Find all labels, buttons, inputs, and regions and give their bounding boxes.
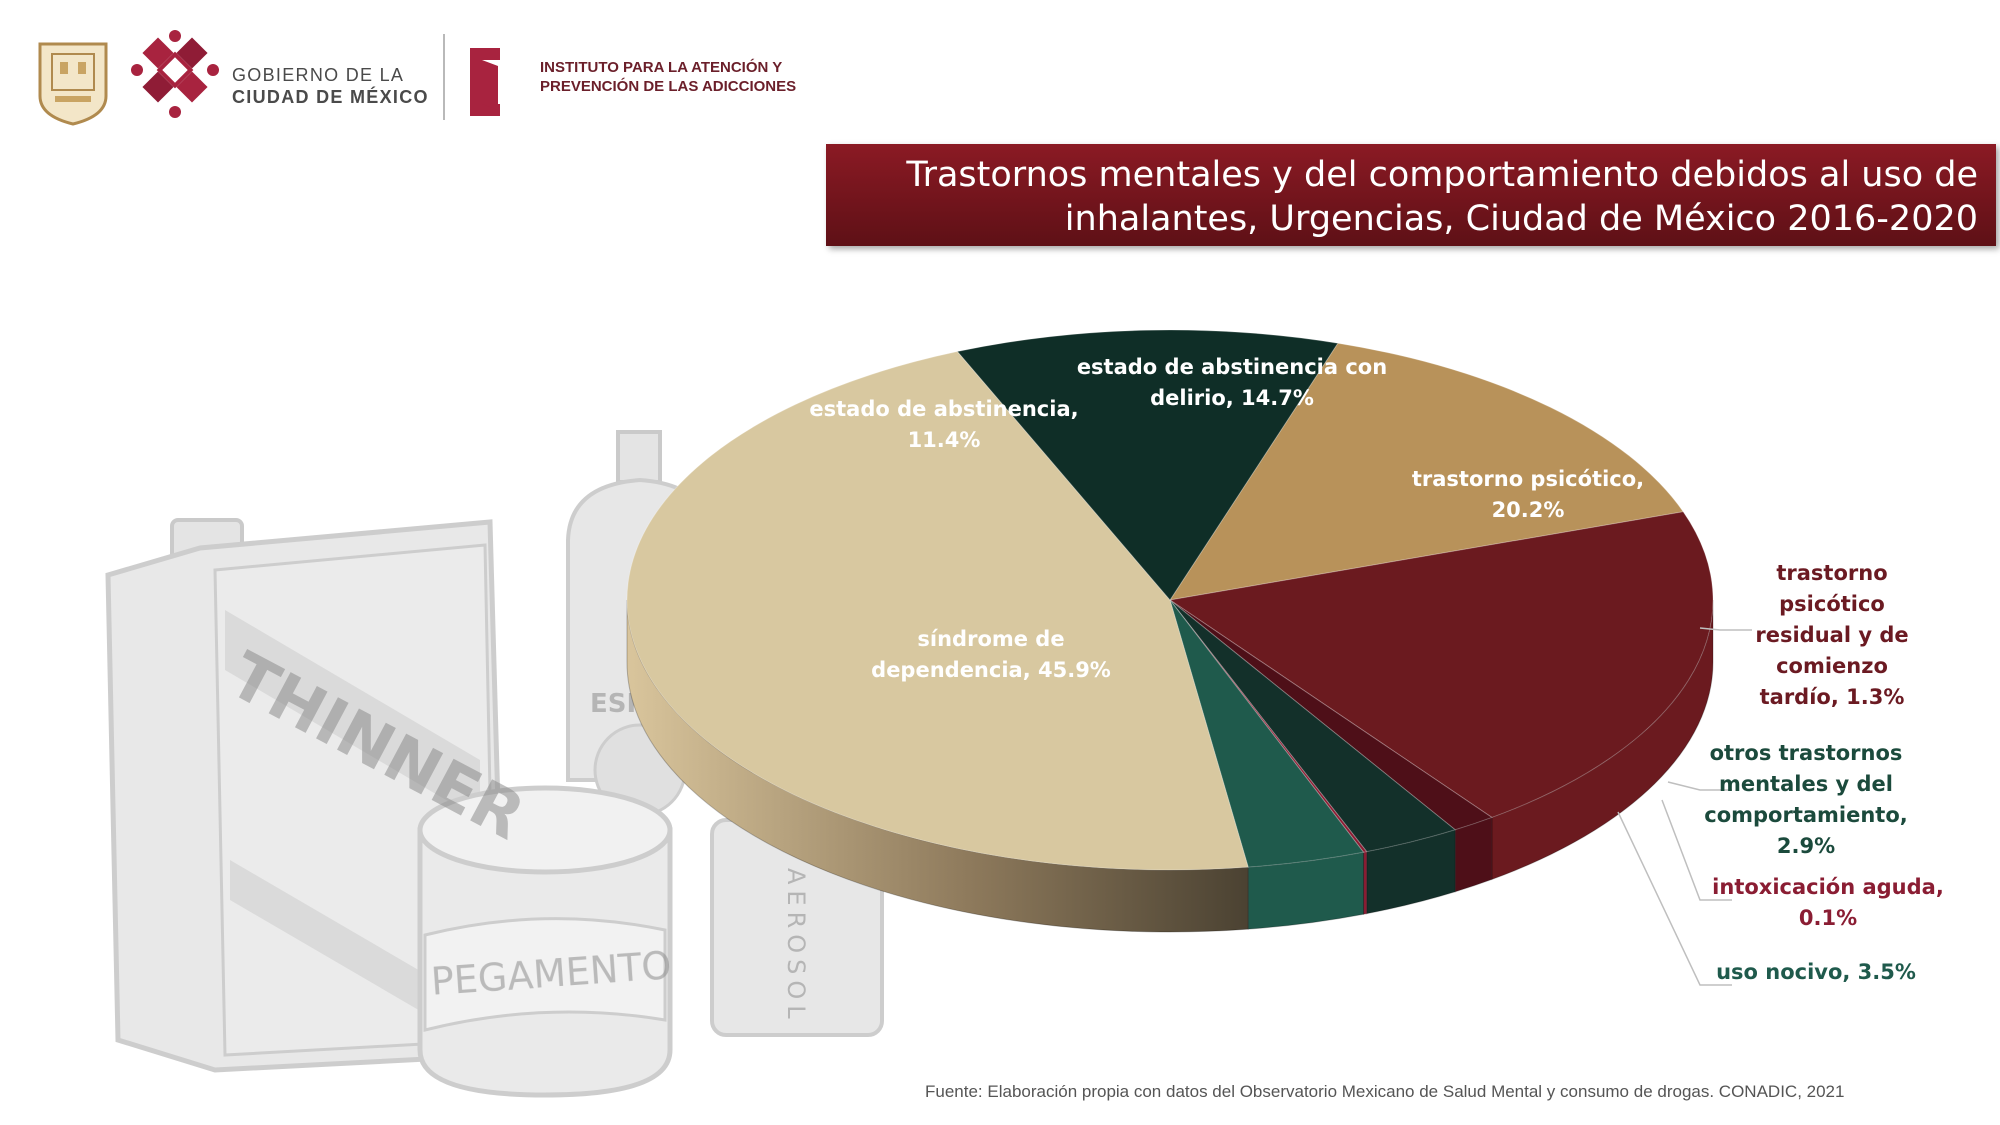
data-label-1: trastorno psicótico, 20.2% <box>1412 467 1644 522</box>
data-label-7: estado de abstinencia, 11.4% <box>809 397 1078 452</box>
chart-title-line1: Trastornos mentales y del comportamiento… <box>906 155 1978 195</box>
pie-chart <box>626 329 1714 933</box>
cdmx-logo-icon <box>131 30 219 118</box>
pie-slice-7 <box>956 329 1339 601</box>
chart-title-line2: inhalantes, Urgencias, Ciudad de México … <box>1064 199 1978 239</box>
header: GOBIERNO DE LA CIUDAD DE MÉXICO INSTITUT… <box>0 0 2000 130</box>
pie-side-2 <box>1454 816 1493 893</box>
pie-slice-5 <box>1169 599 1365 868</box>
iapa-name-line2: PREVENCIÓN DE LAS ADICCIONES <box>540 78 797 95</box>
source-note: Fuente: Elaboración propia con datos del… <box>925 1082 1845 1101</box>
gov-name-line2: CIUDAD DE MÉXICO <box>232 87 429 107</box>
data-labels: estado de abstinencia con delirio, 14.7% t… <box>809 355 1943 984</box>
gov-name-line1: GOBIERNO DE LA <box>232 65 405 85</box>
pie-side-6 <box>626 599 1249 933</box>
header-divider <box>443 34 445 120</box>
leader-lines <box>1617 627 1752 986</box>
illustration-label-3: AEROSOL <box>782 868 810 1025</box>
data-label-5: uso nocivo, 3.5% <box>1716 960 1916 984</box>
pie-slice-2 <box>1169 599 1494 831</box>
data-label-2: trastorno psicótico residual y de comienzo t… <box>1755 561 1908 709</box>
logos <box>38 30 500 126</box>
gov-name: GOBIERNO DE LA CIUDAD DE MÉXICO <box>232 64 429 108</box>
data-label-3: otros trastornos mentales y del comportami… <box>1704 741 1908 858</box>
leader-line-2 <box>1699 627 1752 631</box>
leader-line-4 <box>1661 799 1732 901</box>
leader-line-3 <box>1667 781 1732 791</box>
pie-slice-0 <box>1168 342 1685 601</box>
pie-slice-3 <box>1169 599 1457 853</box>
iapa-name: INSTITUTO PARA LA ATENCIÓN Y PREVENCIÓN … <box>540 58 796 96</box>
pegamento-can-icon <box>417 785 673 1098</box>
leader-line-5 <box>1617 811 1732 986</box>
inhalants-illustration <box>105 430 884 1098</box>
data-label-6: síndrome de dependencia, 45.9% <box>871 627 1111 682</box>
data-label-0: estado de abstinencia con delirio, 14.7% <box>1077 355 1387 410</box>
thinner-can-icon <box>105 518 508 1073</box>
chart-title: Trastornos mentales y del comportamiento… <box>826 144 1996 246</box>
iapa-name-line1: INSTITUTO PARA LA ATENCIÓN Y <box>540 59 783 76</box>
iapa-logo-icon <box>470 48 500 116</box>
pie-slice-1 <box>1168 511 1714 818</box>
coat-of-arms-icon <box>38 42 108 126</box>
data-label-4: intoxicación aguda, 0.1% <box>1712 875 1944 930</box>
pie-slice-6 <box>626 350 1249 871</box>
